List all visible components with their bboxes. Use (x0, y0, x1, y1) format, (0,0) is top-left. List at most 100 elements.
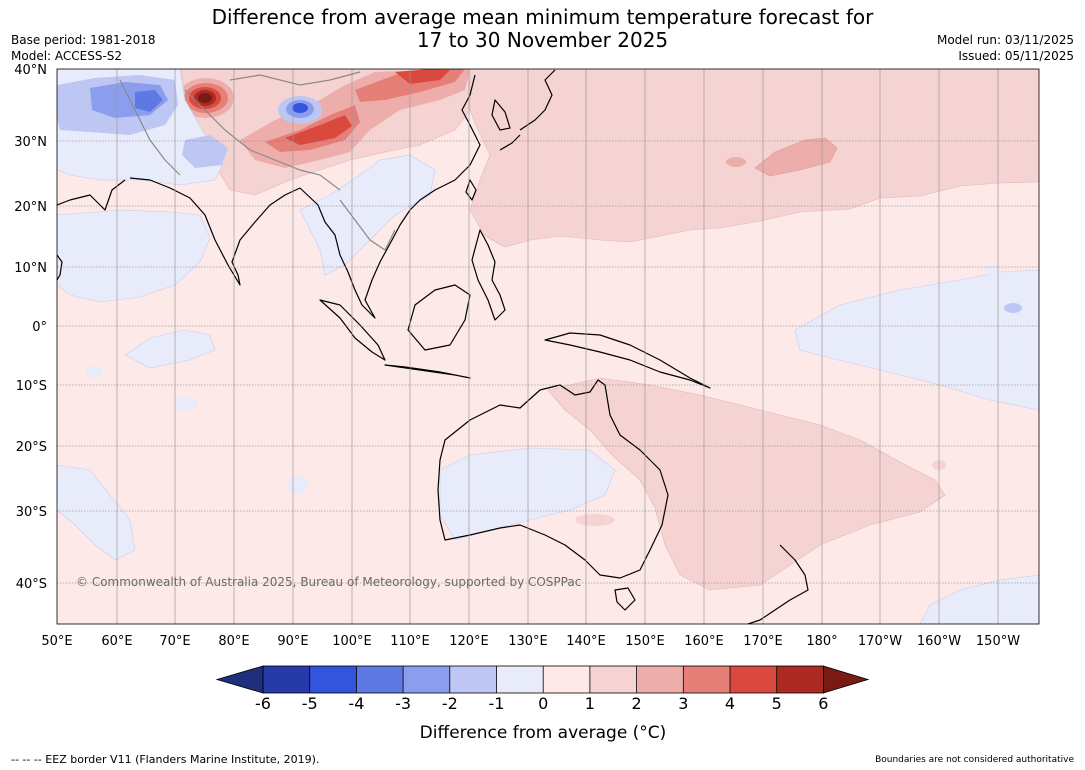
longitude-tick-label: 110°E (390, 634, 430, 649)
model-label: Model: ACCESS-S2 (11, 49, 123, 63)
copyright-notice: © Commonwealth of Australia 2025, Bureau… (76, 575, 581, 589)
border-himalaya (184, 89, 341, 191)
coastline-sumatra (319, 299, 386, 361)
cold-anomaly-equatorial-pacific (794, 269, 1039, 411)
warm-anomaly-eastern-australia (547, 377, 946, 591)
coastline-africa-east (57, 254, 63, 281)
colorbar-tick-label: 0 (538, 694, 548, 713)
boundaries-disclaimer: Boundaries are not considered authoritat… (875, 755, 1074, 765)
map-title-line-1: Difference from average mean minimum tem… (211, 5, 874, 29)
cold-anomaly-south-indian-ocean (124, 329, 216, 369)
model-run-label: Model run: 03/11/2025 (936, 33, 1074, 47)
colorbar-tick-label: -2 (442, 694, 458, 713)
cold-anomaly-small-1 (85, 366, 103, 378)
colorbar-swatch (496, 666, 544, 693)
colorbar-tick-label: 4 (725, 694, 735, 713)
cold-anomaly-indochina (299, 154, 436, 276)
graticule (57, 69, 1039, 624)
latitude-labels: 40°N 30°N 20°N 10°N 0° 10°S 20°S 30°S 40°S (14, 63, 47, 592)
colorbar-swatch (543, 666, 591, 693)
longitude-tick-label: 80°E (218, 634, 249, 649)
coastline-india (129, 177, 301, 286)
coastline-philippines (471, 229, 506, 321)
issued-label: Issued: 05/11/2025 (958, 49, 1074, 63)
map-area (57, 69, 1039, 624)
colorbar-swatch (403, 666, 451, 693)
border-indochina (339, 199, 396, 251)
coastline-tasmania (614, 587, 636, 611)
coastline-java (384, 364, 471, 379)
coastline-japan (499, 69, 556, 151)
metadata-right: Model run: 03/11/2025 Issued: 05/11/2025 (937, 32, 1074, 64)
warm-anomaly-tibet-4 (285, 115, 352, 145)
latitude-tick-label: 40°S (16, 577, 47, 592)
colorbar-swatch (683, 666, 731, 693)
longitude-tick-label: 100°E (332, 634, 372, 649)
country-borders (119, 71, 396, 251)
metadata-left: Base period: 1981-2018 Model: ACCESS-S2 (11, 32, 156, 64)
warm-anomaly-himalaya-6 (198, 93, 212, 103)
longitude-tick-label: 70°E (159, 634, 190, 649)
latitude-tick-label: 10°N (14, 261, 47, 276)
cold-anomaly-southeast-pacific (919, 574, 1039, 624)
longitude-tick-label: 170°W (858, 634, 902, 649)
colorbar-swatch (263, 666, 311, 693)
colorbar-tick-label: -6 (255, 694, 271, 713)
latitude-tick-label: 20°S (16, 440, 47, 455)
colorbar-swatch (730, 666, 778, 693)
cold-anomaly-australia (439, 447, 616, 541)
longitude-tick-label: 150°W (976, 634, 1020, 649)
base-period-label: Base period: 1981-2018 (11, 33, 156, 47)
coastline-australia (437, 379, 669, 579)
coastline-taiwan (465, 179, 477, 201)
longitude-tick-label: 130°E (508, 634, 548, 649)
colorbar-swatch (589, 666, 638, 693)
colorbar-tick-label: 6 (818, 694, 828, 713)
latitude-tick-label: 40°N (14, 63, 47, 78)
colorbar-tick-label: 3 (678, 694, 688, 713)
latitude-tick-label: 30°S (16, 505, 47, 520)
cold-anomaly-indian-ocean (57, 209, 211, 303)
longitude-tick-label: 160°E (684, 634, 724, 649)
longitude-tick-label: 60°E (101, 634, 132, 649)
coastline-korea (491, 99, 511, 131)
latitude-tick-label: 30°N (14, 135, 47, 150)
border-china-north (229, 71, 361, 86)
colorbar-swatch (449, 666, 497, 693)
colorbar-tick-label: 1 (585, 694, 595, 713)
colorbar-title: Difference from average (°C) (420, 723, 667, 743)
coastline-southeast-asia (299, 74, 481, 319)
warm-anomaly-pacific-core (754, 137, 838, 177)
warm-anomaly-north-pacific (465, 69, 1039, 248)
map-title-line-2: 17 to 30 November 2025 (416, 28, 669, 52)
longitude-tick-label: 170°E (743, 634, 783, 649)
coastline-arabia (57, 179, 126, 211)
colorbar-tick-label: -5 (302, 694, 318, 713)
cold-anomaly-pakistan-2 (182, 135, 228, 168)
cold-anomaly-small-3 (288, 476, 308, 494)
cold-anomaly-small-4 (985, 265, 1001, 275)
longitude-tick-label: 160°W (917, 634, 961, 649)
colorbar-tick-label: -1 (489, 694, 505, 713)
cold-anomaly-central-asia-4 (135, 90, 163, 112)
colorbar-tick-label: -4 (348, 694, 364, 713)
longitude-tick-label: 180° (806, 634, 837, 649)
longitude-labels: 50°E 60°E 70°E 80°E 90°E 100°E 110°E 120°E 130°E… (41, 634, 1020, 649)
colorbar-tick-label: 2 (632, 694, 642, 713)
longitude-tick-label: 50°E (41, 634, 72, 649)
colorbar-swatch (636, 666, 684, 693)
colorbar-extend-high (823, 665, 870, 694)
longitude-tick-label: 120°E (449, 634, 489, 649)
colorbar-extend-low (215, 665, 264, 694)
coastline-new-zealand (747, 544, 809, 624)
latitude-tick-label: 20°N (14, 200, 47, 215)
cold-anomaly-tibet-4 (292, 103, 308, 113)
cold-anomaly-small-5 (1004, 303, 1022, 313)
warm-anomaly-small-2 (575, 514, 615, 526)
border-central-asia (119, 79, 181, 176)
longitude-tick-label: 150°E (625, 634, 665, 649)
latitude-tick-label: 10°S (16, 379, 47, 394)
colorbar-swatch (356, 666, 404, 693)
cold-anomaly-small-2 (174, 397, 198, 411)
